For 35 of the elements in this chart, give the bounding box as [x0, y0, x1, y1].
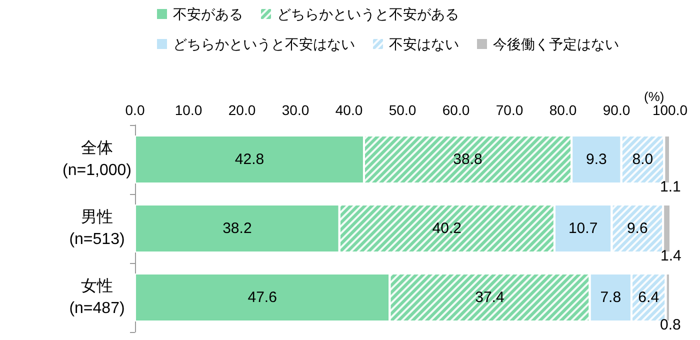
- x-axis-title: (%): [644, 89, 664, 104]
- x-tick-label: 100.0: [652, 102, 688, 118]
- data-label: 40.2: [432, 220, 462, 237]
- data-label: 47.6: [248, 289, 277, 306]
- x-tick-label: 50.0: [388, 102, 416, 118]
- legend-label: 今後働く予定はない: [493, 36, 619, 52]
- y-tick-label: 男性 (n=513): [69, 209, 125, 248]
- legend-label: 不安はない: [389, 36, 459, 52]
- x-tick-label: 80.0: [549, 102, 577, 118]
- data-label: 8.0: [632, 151, 654, 168]
- y-tick-label: 全体 (n=1,000): [62, 140, 132, 179]
- x-tick-label: 20.0: [228, 102, 256, 118]
- x-tick-label: 70.0: [496, 102, 524, 118]
- x-tick-label: 0.0: [125, 102, 145, 118]
- data-label: 7.8: [600, 289, 622, 306]
- data-label: 38.8: [453, 151, 482, 168]
- legend-label: 不安がある: [173, 6, 243, 22]
- data-label: 1.1: [660, 178, 681, 196]
- data-label: 9.3: [586, 151, 607, 168]
- legend-label: どちらかというと不安はない: [173, 36, 355, 52]
- x-tick-label: 10.0: [174, 102, 202, 118]
- data-label: 0.8: [660, 316, 681, 334]
- data-label: 42.8: [234, 151, 264, 168]
- x-tick-label: 90.0: [602, 102, 630, 118]
- data-label: 1.4: [660, 248, 682, 264]
- x-tick-label: 40.0: [335, 102, 363, 118]
- data-label: 9.6: [626, 220, 648, 237]
- data-label: 10.7: [568, 220, 598, 237]
- data-label: 37.4: [475, 289, 504, 306]
- x-tick-label: 60.0: [442, 102, 470, 118]
- legend-label: どちらかというと不安がある: [277, 6, 459, 22]
- data-label: 38.2: [222, 220, 252, 237]
- y-tick-label: 女性 (n=487): [69, 278, 125, 317]
- data-label: 6.4: [638, 289, 660, 306]
- x-tick-label: 30.0: [282, 102, 310, 118]
